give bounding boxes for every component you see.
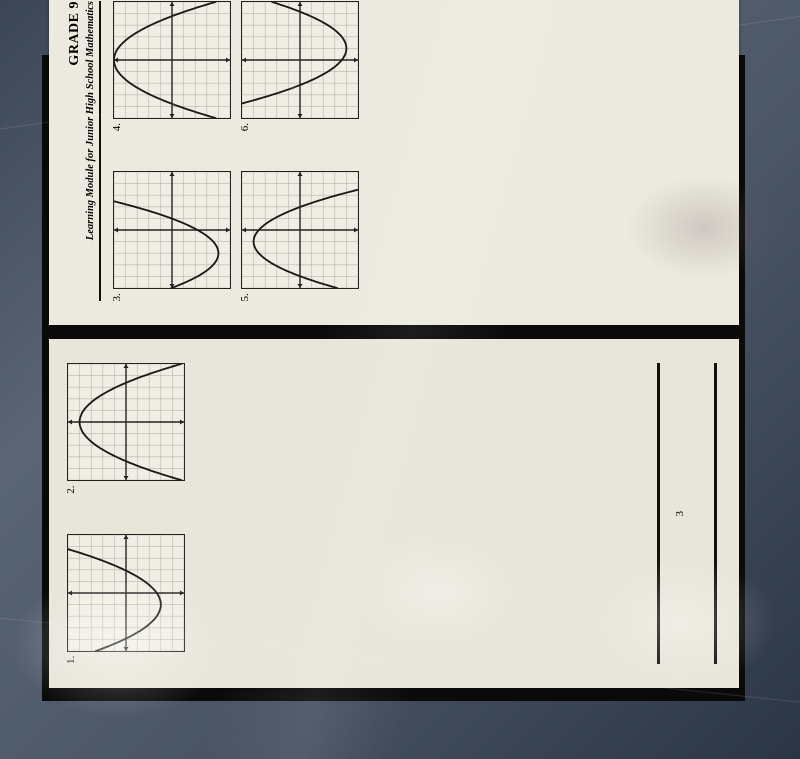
graph-3 (113, 171, 231, 289)
graph-label: 6. (239, 123, 251, 131)
graph-label: 2. (65, 486, 77, 494)
page-b: GRADE 9 Learning Module for Junior High … (49, 0, 739, 326)
graph-1 (67, 534, 185, 652)
rotated-pages-container: 1. 2. 3 GRADE 9 Learning Module for Juni… (49, 68, 739, 688)
graph-cell-1: 1. (67, 534, 185, 664)
graph-3-svg (114, 172, 230, 288)
graph-2-svg (68, 365, 184, 481)
graph-5-svg (242, 172, 358, 288)
spacer (195, 364, 639, 665)
graph-label: 4. (111, 123, 123, 131)
page-number: 3 (674, 364, 686, 665)
divider-thick-2 (714, 364, 717, 665)
device-frame: 1. 2. 3 GRADE 9 Learning Module for Juni… (42, 55, 745, 701)
divider-thick (657, 364, 660, 665)
graph-cell-5: 5. (241, 171, 359, 301)
graph-label: 5. (239, 293, 251, 301)
graph-4 (113, 1, 231, 119)
graph-6 (241, 1, 359, 119)
graph-5 (241, 171, 359, 289)
graph-4-svg (114, 2, 230, 118)
graph-2 (67, 364, 185, 482)
graph-1-svg (68, 535, 184, 651)
graph-row-3: 5. 6. (241, 1, 359, 302)
graph-cell-3: 3. (113, 171, 231, 301)
page-header: GRADE 9 Learning Module for Junior High … (67, 1, 101, 302)
graph-label: 3. (111, 293, 123, 301)
graph-row-1: 1. 2. (67, 364, 185, 665)
graph-row-2: 3. 4. (113, 1, 231, 302)
graph-cell-6: 6. (241, 1, 359, 131)
page-a: 1. 2. 3 (49, 340, 739, 689)
graph-label: 1. (65, 656, 77, 664)
grade-title: GRADE 9 (67, 1, 83, 302)
module-subtitle: Learning Module for Junior High School M… (85, 1, 101, 302)
graph-6-svg (242, 2, 358, 118)
graph-cell-2: 2. (67, 364, 185, 494)
graph-cell-4: 4. (113, 1, 231, 131)
